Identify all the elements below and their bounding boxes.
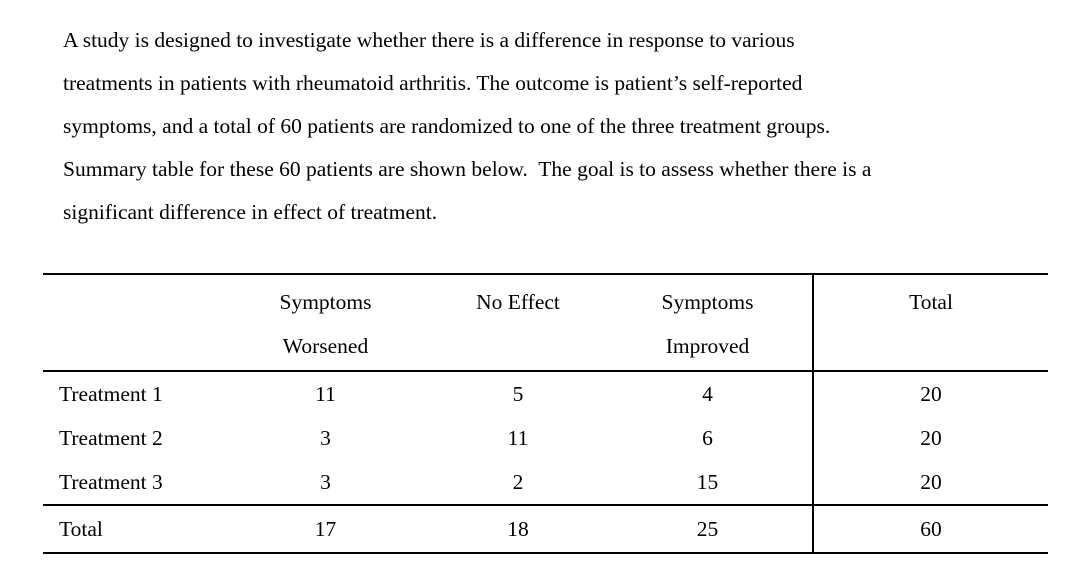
table-cell: 15 [696,469,719,494]
table-cell: 6 [702,425,713,450]
table-row-treatment-1: Treatment 1 11 5 4 20 [43,371,1048,416]
table-row-treatment-3: Treatment 3 3 2 15 20 [43,460,1048,505]
table-cell: 18 [507,516,529,541]
table-cell-row-total: 20 [812,371,1048,416]
table-cell: 4 [702,381,713,406]
paragraph-line: A study is designed to investigate wheth… [63,28,795,52]
paragraph-line: symptoms, and a total of 60 patients are… [63,114,831,138]
table-cell-grand-total: 60 [812,505,1048,553]
table-cell: 3 [320,469,331,494]
table-cell: 3 [320,425,331,450]
col-header-line: Improved [665,334,750,358]
col-header-line: Worsened [282,334,369,358]
col-header-total: Total [812,274,1048,371]
table-cell: 2 [512,469,524,494]
treatment-summary-table: Symptoms Worsened No Effect Symptoms Imp… [43,273,1048,554]
table-header-row: Symptoms Worsened No Effect Symptoms Imp… [43,274,1048,371]
col-header-empty [43,274,218,371]
table-row-total: Total 17 18 25 60 [43,505,1048,553]
paragraph-line: significant difference in effect of trea… [63,200,438,224]
table-cell: 25 [696,516,719,541]
col-header-line: No Effect [476,290,560,314]
table-cell-row-total: 20 [812,416,1048,460]
table-row-treatment-2: Treatment 2 3 11 6 20 [43,416,1048,460]
col-header-line: Total [909,290,953,314]
col-header-symptoms-improved: Symptoms Improved [603,274,813,371]
col-header-symptoms-worsened: Symptoms Worsened [218,274,433,371]
col-header-line: Symptoms [279,290,372,314]
paragraph-line: Summary table for these 60 patients are … [63,157,872,181]
table-cell: 5 [512,381,524,406]
col-header-line: Symptoms [661,290,754,314]
paragraph-line: treatments in patients with rheumatoid a… [63,71,803,95]
table-cell-row-total: 20 [812,460,1048,505]
problem-statement: A study is designed to investigate wheth… [63,19,871,234]
row-label: Treatment 2 [59,425,163,450]
col-header-no-effect: No Effect [433,274,603,371]
row-label: Treatment 3 [59,469,163,494]
row-label: Treatment 1 [59,381,163,406]
table-cell: 11 [315,381,336,406]
table-cell: 17 [314,516,337,541]
table-cell: 11 [507,425,529,450]
row-label: Total [59,516,103,541]
